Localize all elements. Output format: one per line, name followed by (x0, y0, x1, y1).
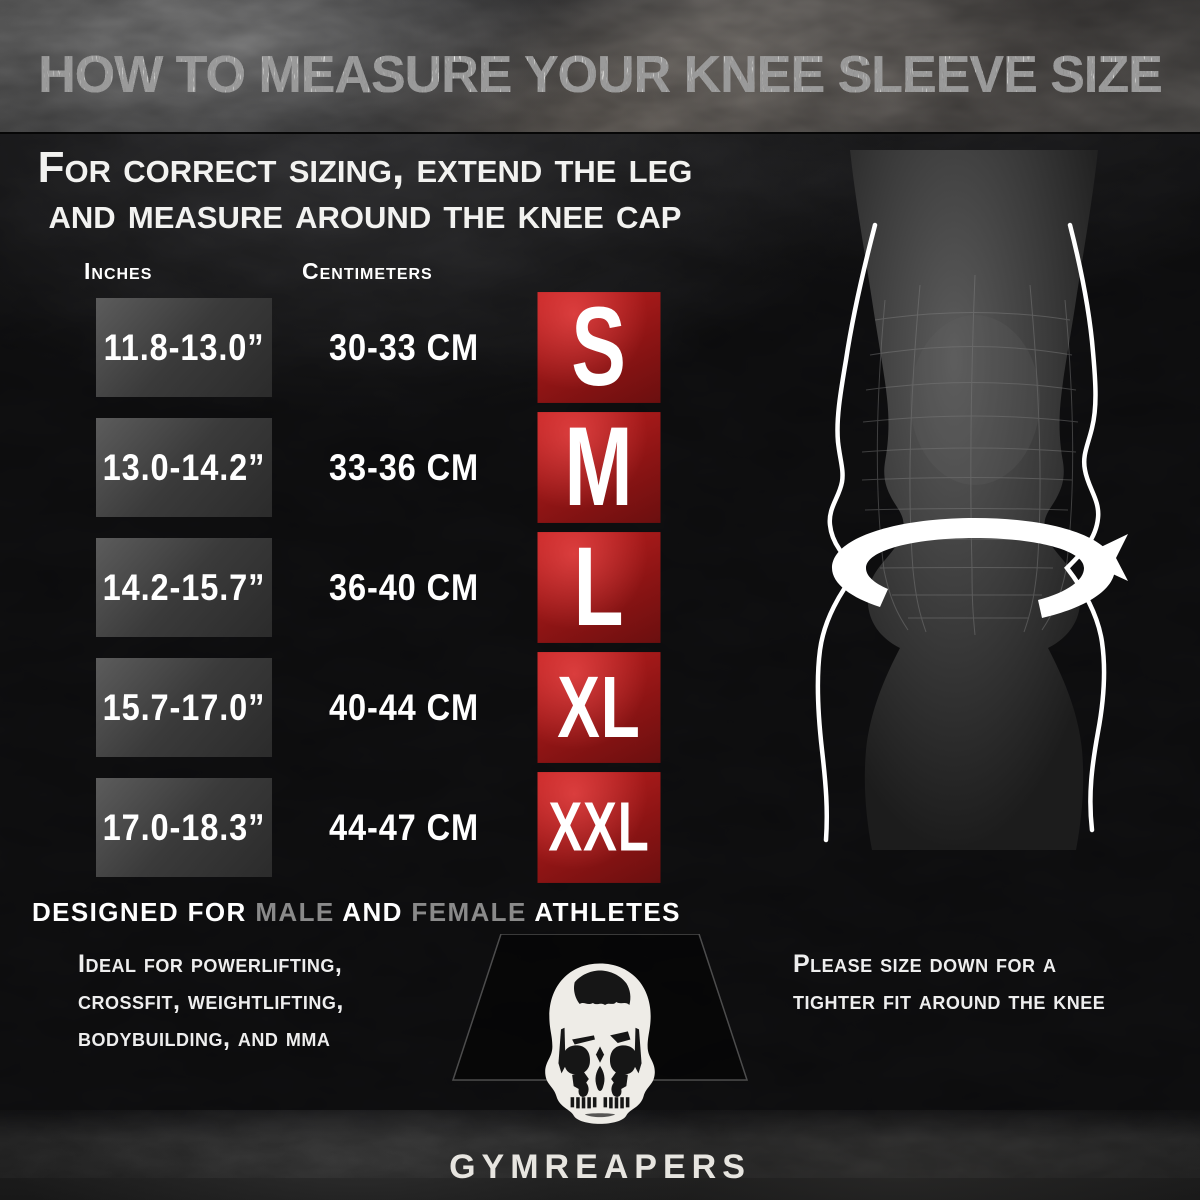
svg-text:HOW TO MEASURE YOUR KNEE SLEEV: HOW TO MEASURE YOUR KNEE SLEEVE SIZE (38, 46, 1162, 104)
